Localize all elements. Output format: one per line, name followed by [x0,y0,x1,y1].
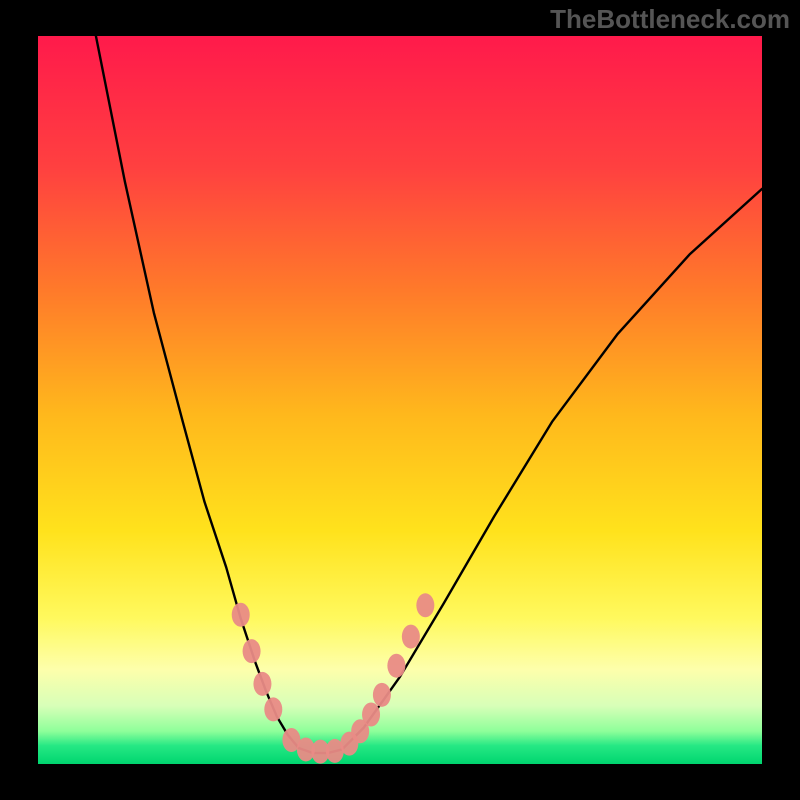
data-marker [243,639,261,663]
chart-frame: TheBottleneck.com [0,0,800,800]
data-marker [362,703,380,727]
data-marker [402,625,420,649]
data-marker [253,672,271,696]
watermark-text: TheBottleneck.com [550,4,790,35]
data-marker [232,603,250,627]
data-marker [387,654,405,678]
data-marker [373,683,391,707]
plot-svg [38,36,762,764]
data-marker [264,697,282,721]
data-marker [416,593,434,617]
